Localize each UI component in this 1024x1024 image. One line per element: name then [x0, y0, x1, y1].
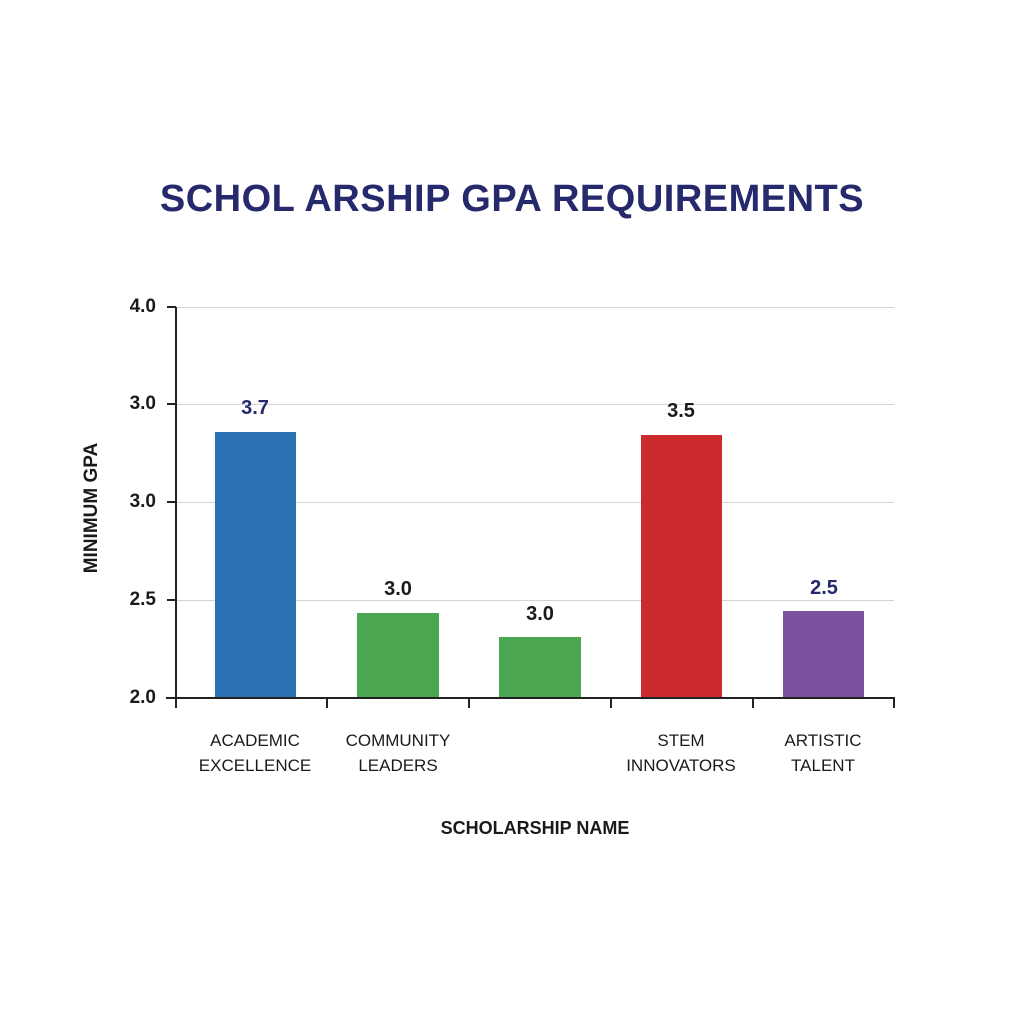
x-tick-mark — [610, 698, 612, 708]
category-label: ACADEMIC EXCELLENCE — [180, 728, 330, 778]
value-label: 3.0 — [526, 603, 554, 625]
y-tick-mark — [167, 306, 176, 308]
category-label-line: EXCELLENCE — [198, 756, 312, 775]
category-label: STEM INNOVATORS — [606, 728, 756, 778]
y-tick-mark — [167, 501, 176, 503]
y-tick-label: 2.0 — [129, 687, 156, 708]
value-label: 2.5 — [810, 577, 838, 599]
x-tick-mark — [893, 698, 895, 708]
x-tick-mark — [326, 698, 328, 708]
value-label: 3.7 — [241, 397, 269, 419]
category-label: ARTISTIC TALENT — [748, 728, 898, 778]
bar-stem-innovators — [641, 435, 722, 698]
y-tick-label: 2.5 — [129, 589, 156, 610]
x-axis-line — [166, 697, 895, 699]
category-label-line: ACADEMIC — [210, 731, 300, 750]
x-tick-mark — [175, 698, 177, 708]
category-label-line: LEADERS — [358, 756, 438, 775]
y-tick-label: 3.0 — [129, 491, 156, 512]
y-axis-line — [175, 307, 177, 699]
category-label-line: STEM — [657, 731, 705, 750]
category-label-line: ARTISTIC — [784, 731, 862, 750]
bar-unlabeled — [499, 637, 581, 698]
y-tick-mark — [167, 403, 176, 405]
gridline — [176, 502, 894, 503]
bar-artistic-talent — [783, 611, 864, 698]
y-tick-label: 3.0 — [129, 393, 156, 414]
bar-community-leaders — [357, 613, 439, 698]
x-tick-mark — [752, 698, 754, 708]
y-tick-label: 4.0 — [129, 296, 156, 317]
value-label: 3.0 — [384, 578, 412, 600]
x-axis-label: SCHOLARSHIP NAME — [440, 818, 630, 838]
gridline — [176, 404, 894, 405]
gridline — [176, 600, 894, 601]
category-label-line: INNOVATORS — [626, 756, 736, 775]
chart-title: SCHOL ARSHIP GPA REQUIREMENTS — [159, 178, 865, 220]
gridline — [176, 307, 894, 308]
category-label-line: TALENT — [791, 756, 855, 775]
category-label: COMMUNITY LEADERS — [323, 728, 473, 778]
value-label: 3.5 — [667, 400, 695, 422]
y-tick-mark — [167, 599, 176, 601]
x-tick-mark — [468, 698, 470, 708]
bar-academic-excellence — [215, 432, 296, 698]
category-label-line: COMMUNITY — [345, 731, 451, 750]
